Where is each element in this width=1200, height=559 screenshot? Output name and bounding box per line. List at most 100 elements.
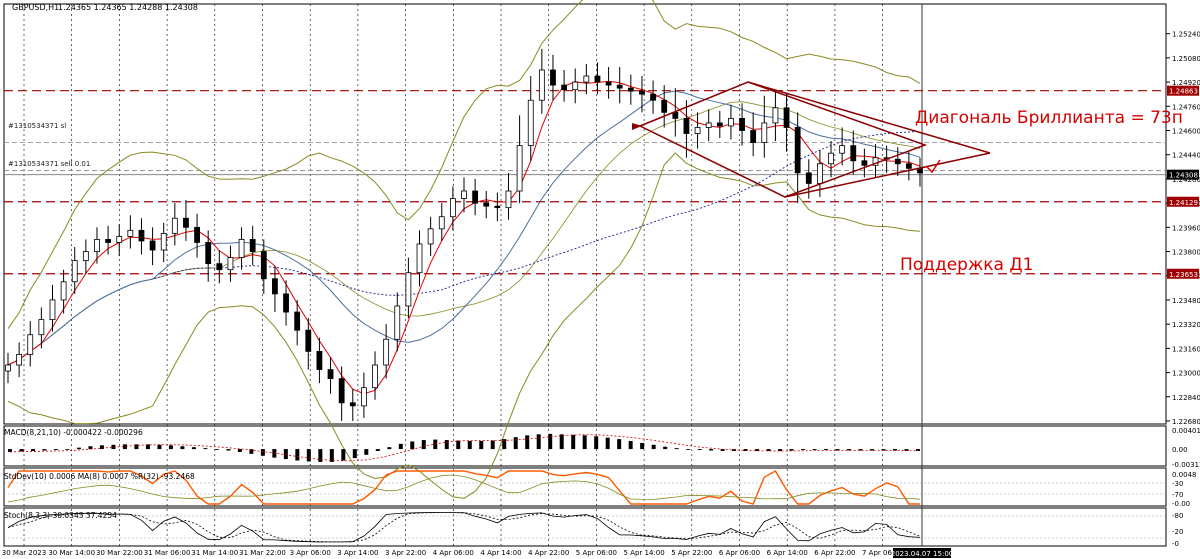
macd-hist-bar <box>318 449 323 462</box>
candle-body[interactable] <box>94 239 100 252</box>
candle-body[interactable] <box>338 378 345 404</box>
candle-body[interactable] <box>694 127 701 134</box>
candle-body[interactable] <box>49 299 56 321</box>
macd-hist-bar <box>306 449 311 462</box>
candle-body[interactable] <box>861 160 868 166</box>
candle-body[interactable] <box>728 117 734 127</box>
candle-body[interactable] <box>82 251 89 262</box>
candlesticks[interactable] <box>5 48 923 421</box>
candle-body[interactable] <box>572 81 579 91</box>
candle-body[interactable] <box>249 239 256 252</box>
candle-body[interactable] <box>183 217 189 228</box>
candle-body[interactable] <box>516 145 523 192</box>
support-annotation: Поддержка Д1 <box>900 255 1033 275</box>
candle-body[interactable] <box>817 163 823 184</box>
candle-body[interactable] <box>905 163 912 169</box>
candle-body[interactable] <box>305 329 312 352</box>
horizontal-levels[interactable] <box>4 90 1166 275</box>
candle-body[interactable] <box>205 242 212 265</box>
candle-body[interactable] <box>839 145 846 154</box>
candle-body[interactable] <box>550 69 556 86</box>
candle-body[interactable] <box>461 190 467 199</box>
candle-body[interactable] <box>828 152 834 165</box>
candle-body[interactable] <box>561 84 567 91</box>
candle-body[interactable] <box>438 216 445 230</box>
candle-body[interactable] <box>27 334 34 355</box>
candle-body[interactable] <box>661 99 668 113</box>
candle-body[interactable] <box>872 157 879 166</box>
candle-body[interactable] <box>761 122 768 143</box>
chart-ohlc: 1.24365 1.24365 1.24288 1.24308 <box>58 3 198 12</box>
candle-body[interactable] <box>227 257 234 271</box>
candle-body[interactable] <box>627 87 634 92</box>
candle-body[interactable] <box>739 117 745 131</box>
candle-body[interactable] <box>505 190 512 209</box>
candle-body[interactable] <box>171 217 178 234</box>
candle-body[interactable] <box>5 364 11 372</box>
macd-hist-bar <box>444 440 449 450</box>
candle-body[interactable] <box>361 387 367 407</box>
candle-body[interactable] <box>149 240 156 251</box>
candle-body[interactable] <box>494 205 501 209</box>
candle-body[interactable] <box>449 198 456 218</box>
entry-check-mark <box>925 159 941 174</box>
diamond-lower-extension[interactable] <box>784 152 991 198</box>
candle-body[interactable] <box>416 243 423 274</box>
candle-body[interactable] <box>527 99 534 147</box>
macd-signal-line <box>9 434 919 462</box>
candle-body[interactable] <box>238 239 245 258</box>
candle-body[interactable] <box>294 311 301 331</box>
candle-body[interactable] <box>594 75 601 83</box>
candle-body[interactable] <box>605 81 612 86</box>
candle-body[interactable] <box>716 122 723 127</box>
candle-body[interactable] <box>616 84 623 89</box>
macd-hist-bar <box>548 433 553 450</box>
candle-body[interactable] <box>283 293 289 313</box>
candle-body[interactable] <box>105 239 111 243</box>
macd-hist-bar <box>778 449 783 451</box>
candle-body[interactable] <box>372 364 378 389</box>
candle-body[interactable] <box>894 158 901 165</box>
candle-body[interactable] <box>405 272 412 307</box>
candle-body[interactable] <box>850 145 857 162</box>
candle-body[interactable] <box>160 232 167 251</box>
macd-hist-bar <box>674 448 679 450</box>
candle-body[interactable] <box>71 260 78 283</box>
candle-body[interactable] <box>483 202 490 207</box>
candle-body[interactable] <box>650 93 656 101</box>
diamond-pattern[interactable] <box>632 81 991 198</box>
candle-body[interactable] <box>672 111 679 119</box>
candle-body[interactable] <box>272 278 278 295</box>
candle-body[interactable] <box>583 75 590 83</box>
candle-body[interactable] <box>38 319 45 336</box>
candle-body[interactable] <box>383 338 390 366</box>
candle-body[interactable] <box>783 107 790 128</box>
candle-body[interactable] <box>538 69 545 101</box>
candle-body[interactable] <box>116 235 123 243</box>
candle-body[interactable] <box>216 263 223 271</box>
candle-body[interactable] <box>683 117 690 134</box>
candle-body[interactable] <box>750 130 757 143</box>
candle-body[interactable] <box>327 369 334 380</box>
candle-body[interactable] <box>138 229 145 242</box>
candle-body[interactable] <box>349 402 356 407</box>
candle-body[interactable] <box>60 281 67 301</box>
candle-body[interactable] <box>427 228 434 245</box>
candle-body[interactable] <box>394 305 401 340</box>
candle-body[interactable] <box>705 122 712 128</box>
candle-body[interactable] <box>794 127 801 174</box>
diamond-outline[interactable] <box>639 81 928 198</box>
macd-hist-bar <box>467 441 472 450</box>
candle-body[interactable] <box>316 350 323 370</box>
candle-body[interactable] <box>194 226 200 243</box>
macd-hist-bar <box>375 449 380 451</box>
candle-body[interactable] <box>472 190 479 204</box>
candle-body[interactable] <box>16 354 23 366</box>
candle-body[interactable] <box>772 107 779 124</box>
candle-body[interactable] <box>639 90 645 95</box>
candle-body[interactable] <box>260 251 267 280</box>
candle-body[interactable] <box>127 229 134 237</box>
diamond-upper-extension[interactable] <box>747 81 991 154</box>
candle-body[interactable] <box>805 172 812 184</box>
